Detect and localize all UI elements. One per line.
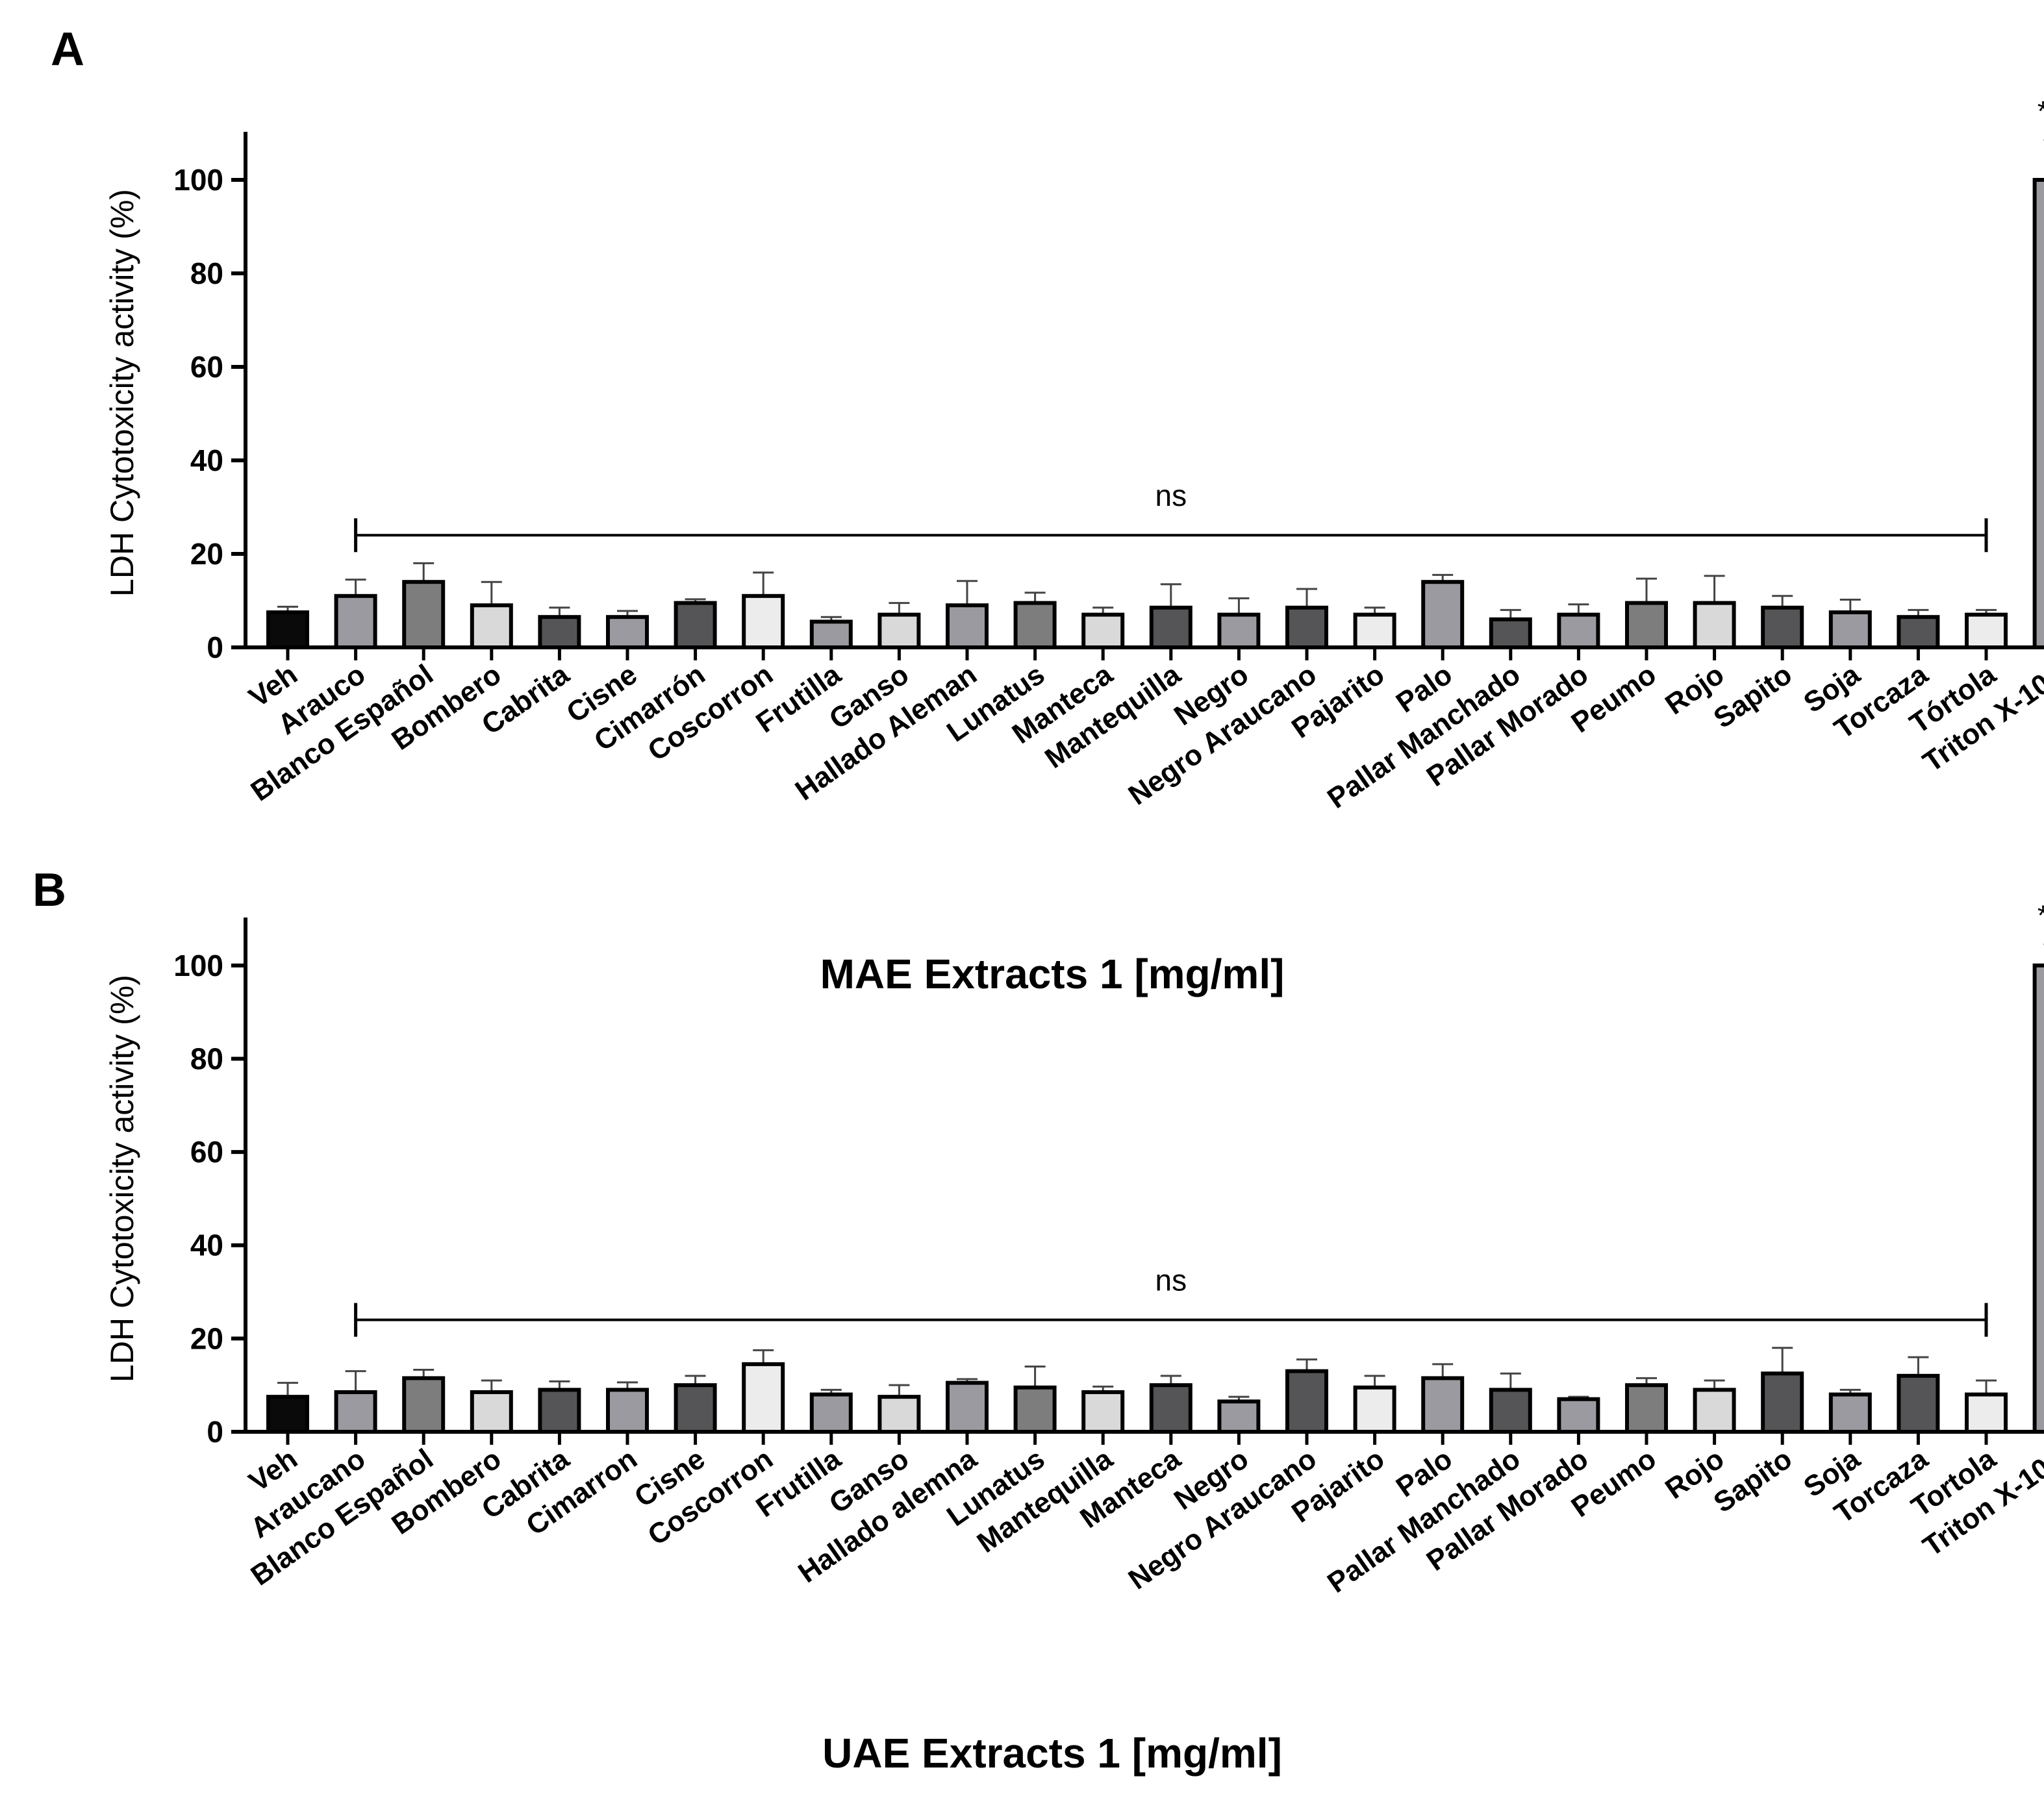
bar <box>266 1395 309 1434</box>
bar <box>1828 1392 1872 1434</box>
bar <box>674 1383 717 1434</box>
bar <box>1693 1388 1736 1434</box>
bar <box>402 1376 446 1434</box>
y-tick-label: 100 <box>173 949 223 982</box>
y-tick-label: 100 <box>173 163 223 197</box>
bar <box>402 580 446 650</box>
bar <box>334 593 377 649</box>
x-tick-label: Sapito <box>1708 658 1798 734</box>
bar <box>1965 1392 2008 1434</box>
bar <box>2032 963 2044 1434</box>
bar <box>1217 612 1261 649</box>
bar <box>606 615 649 650</box>
bar <box>1761 1371 1804 1434</box>
significance-stars: *** <box>2038 900 2044 932</box>
bar <box>538 1388 581 1434</box>
ns-label: ns <box>1155 479 1187 512</box>
bar <box>809 619 853 650</box>
y-tick-label: 80 <box>190 1042 223 1075</box>
panel-b: B LDH Cytotoxicity activity (%) UAE Extr… <box>32 864 2044 1777</box>
bar <box>1013 601 1057 649</box>
bar <box>742 593 785 649</box>
x-axis-title-a: MAE Extracts 1 [mg/ml] <box>820 951 1285 997</box>
significance-stars: *** <box>2038 95 2044 127</box>
panel-a: A LDH Cytotoxicity activity (%) MAE Extr… <box>51 23 2044 997</box>
y-tick-label: 60 <box>190 1135 223 1169</box>
bar <box>1625 1383 1668 1434</box>
y-tick-label: 0 <box>207 631 223 664</box>
y-tick-label: 40 <box>190 443 223 477</box>
bar <box>1625 601 1668 649</box>
y-tick-label: 80 <box>190 256 223 290</box>
bar <box>470 603 513 650</box>
bar <box>809 1392 853 1434</box>
y-tick-label: 0 <box>207 1415 223 1449</box>
bar <box>1421 1376 1465 1434</box>
bar <box>1285 605 1328 649</box>
bar <box>1217 1399 1261 1434</box>
bar <box>674 601 717 649</box>
bar <box>1557 612 1600 649</box>
bar <box>1013 1385 1057 1434</box>
bar <box>1353 612 1396 649</box>
bar <box>1557 1397 1600 1434</box>
bar <box>1489 617 1532 649</box>
bar <box>1897 615 1940 650</box>
bar <box>606 1388 649 1434</box>
bar <box>266 610 309 649</box>
y-tick-label: 20 <box>190 1321 223 1355</box>
bar <box>742 1362 785 1434</box>
bar <box>877 1395 921 1434</box>
bar <box>1897 1373 1940 1434</box>
panel-letter-b: B <box>32 864 66 916</box>
bar <box>1149 1383 1192 1434</box>
bar <box>1149 605 1192 649</box>
y-tick-label: 40 <box>190 1229 223 1262</box>
y-tick-label: 20 <box>190 537 223 571</box>
bar <box>538 615 581 650</box>
panel-letter-a: A <box>51 23 84 75</box>
y-axis-label-b: LDH Cytotoxicity activity (%) <box>104 975 140 1382</box>
bar <box>334 1390 377 1434</box>
bar <box>1421 580 1465 650</box>
bar <box>1353 1385 1396 1434</box>
bar <box>946 603 989 650</box>
bar <box>1489 1388 1532 1434</box>
y-axis-label-a: LDH Cytotoxicity activity (%) <box>104 189 140 597</box>
bar <box>877 612 921 649</box>
bar <box>2032 178 2044 649</box>
bar <box>1081 612 1125 649</box>
bar <box>470 1390 513 1434</box>
bar <box>1828 610 1872 649</box>
bar <box>1081 1390 1125 1434</box>
y-tick-label: 60 <box>190 350 223 384</box>
x-tick-label: Sapito <box>1708 1443 1798 1519</box>
bar <box>946 1380 989 1434</box>
x-axis-title-b: UAE Extracts 1 [mg/ml] <box>822 1730 1282 1777</box>
bar <box>1965 612 2008 649</box>
ns-label: ns <box>1155 1264 1187 1297</box>
bar <box>1693 601 1736 649</box>
bar <box>1761 605 1804 649</box>
bar <box>1285 1369 1328 1434</box>
